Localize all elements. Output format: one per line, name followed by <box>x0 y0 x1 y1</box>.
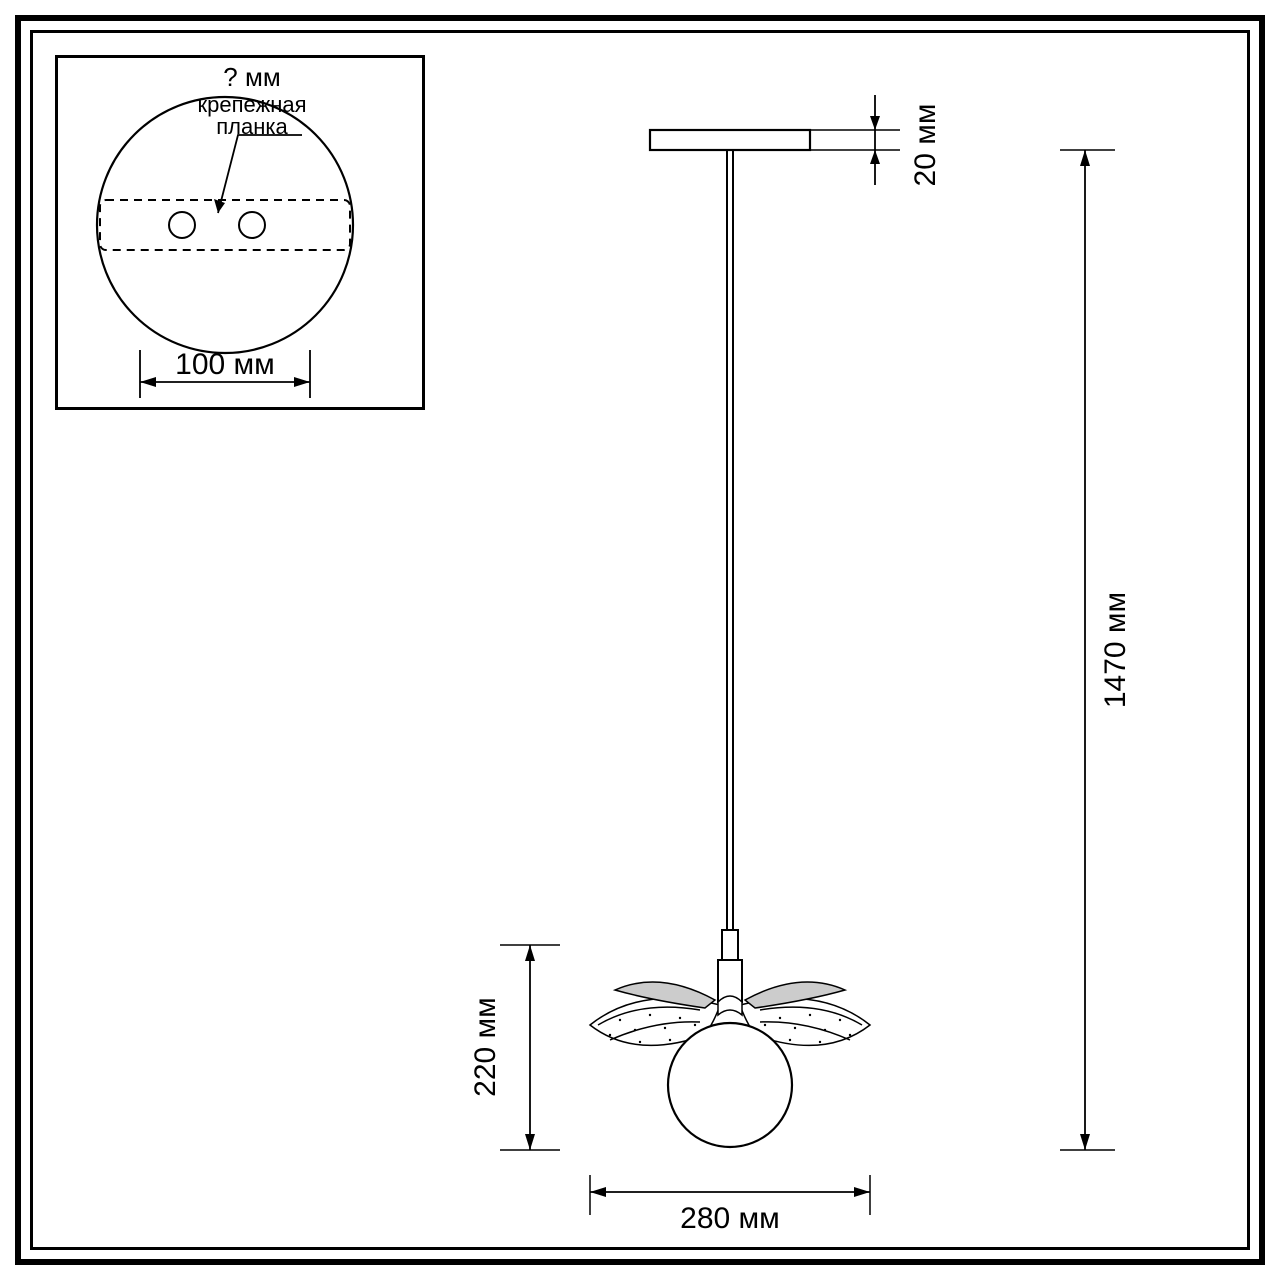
canopy-h-label: 20 мм <box>909 104 942 187</box>
inset-caption-2: планка <box>216 114 288 139</box>
inset-dim-label: 100 мм <box>175 348 275 381</box>
dim-total-height: 1470 мм <box>1060 150 1132 1150</box>
diagram-svg: ? мм крепежная планка 100 мм <box>0 0 1280 1280</box>
globe <box>668 1023 792 1147</box>
mount-slot <box>100 200 350 250</box>
inset-detail: ? мм крепежная планка 100 мм <box>97 62 353 398</box>
dim-shade-height: 220 мм <box>469 945 560 1150</box>
connector-1 <box>722 930 738 960</box>
canopy <box>650 130 810 150</box>
mount-hole-2 <box>239 212 265 238</box>
dim-canopy-height: 20 мм <box>810 95 942 186</box>
total-h-label: 1470 мм <box>1099 592 1132 708</box>
shade-w-label: 280 мм <box>680 1202 780 1235</box>
dim-shade-width: 280 мм <box>590 1175 870 1235</box>
inset-dim-arrow-r <box>294 377 310 387</box>
inset-leader <box>218 135 302 213</box>
pendant-main <box>590 130 870 1147</box>
inset-dim-arrow-l <box>140 377 156 387</box>
shade-h-label: 220 мм <box>469 997 502 1097</box>
inset-leader-arrow <box>214 199 225 213</box>
inset-unknown-label: ? мм <box>223 62 280 92</box>
mount-hole-1 <box>169 212 195 238</box>
